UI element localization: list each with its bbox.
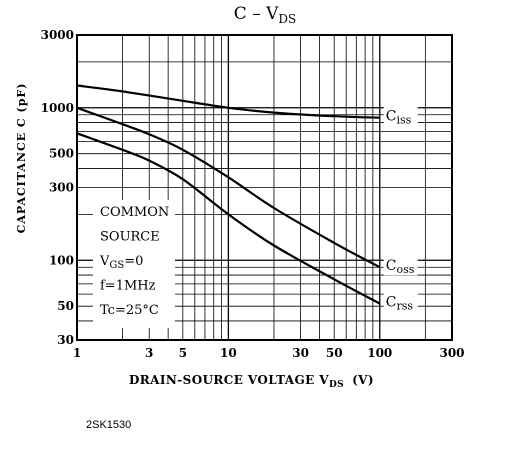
plot-frame: [76, 34, 453, 341]
x-tick-label: 3: [145, 346, 153, 360]
x-tick-label: 1: [73, 346, 81, 360]
conditions-annotation: COMMON SOURCE VGS=0 f=1MHz Tc=25°C: [93, 200, 175, 328]
x-tick-label: 300: [439, 346, 464, 360]
x-tick-label: 100: [367, 346, 392, 360]
series-label-oss: Coss: [386, 258, 415, 276]
annotation-line: SOURCE: [100, 230, 160, 245]
x-tick-label: 10: [220, 346, 237, 360]
part-number-caption: 2SK1530: [86, 419, 132, 431]
y-tick-label: 3000: [41, 28, 74, 42]
y-tick-label: 30: [57, 333, 74, 347]
chart-title: C – VDS: [234, 4, 296, 26]
chart-series: Ciss Coss Crss: [76, 84, 418, 313]
series-label-rss: Crss: [386, 295, 414, 313]
series-line-oss: [76, 106, 381, 269]
annotation-line: VGS=0: [99, 254, 143, 271]
tick-labels: 1 3 5 10 30 50 100 300 30 50 100 300 500 1000 3000: [41, 28, 465, 360]
y-tick-label: 1000: [41, 101, 74, 115]
series-label-iss: Ciss: [386, 109, 412, 127]
series-line-iss: [76, 84, 380, 119]
annotation-line: COMMON: [100, 205, 169, 220]
series-label-bg: [383, 105, 418, 126]
series-line-rss: [76, 132, 381, 305]
y-tick-label: 50: [57, 299, 74, 313]
x-tick-label: 5: [179, 346, 187, 360]
annotation-line: Tc=25°C: [100, 303, 159, 318]
x-axis-label: DRAIN-SOURCE VOLTAGE VDS (V): [129, 373, 374, 390]
annotation-box: [93, 200, 175, 328]
y-axis-label: CAPACITANCE C (pF): [15, 83, 28, 234]
annotation-line: f=1MHz: [100, 279, 156, 294]
x-tick-label: 50: [326, 346, 343, 360]
y-tick-label: 500: [49, 147, 74, 161]
series-label-bg: [383, 255, 418, 276]
y-tick-label: 300: [49, 181, 74, 195]
series-label-bg: [383, 291, 418, 312]
x-tick-label: 30: [292, 346, 309, 360]
y-tick-label: 100: [49, 253, 74, 267]
